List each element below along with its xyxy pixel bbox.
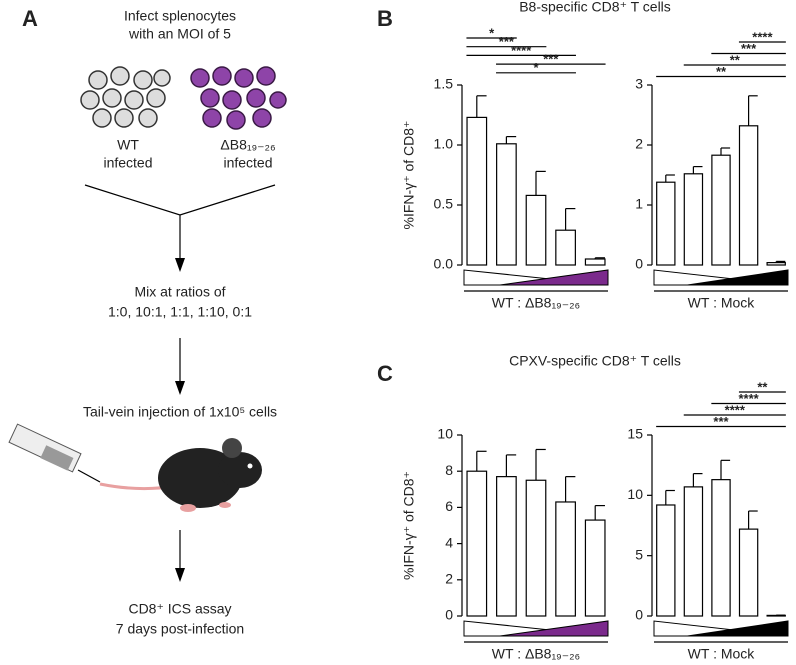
y-tick-label: 10 <box>437 426 453 442</box>
y-tick-label: 3 <box>635 76 643 92</box>
ratio-ramp <box>687 269 789 286</box>
bar <box>738 528 759 617</box>
significance-label: *** <box>499 34 515 49</box>
y-tick-label: 8 <box>445 462 453 478</box>
x-axis-label: WT : ΔB8₁₉₋₂₆ <box>492 295 580 311</box>
bar <box>584 258 606 266</box>
bar <box>766 614 786 617</box>
arrow-head <box>175 568 185 582</box>
significance-label: ** <box>730 52 741 67</box>
significance-label: **** <box>738 391 759 406</box>
significance-label: **** <box>725 402 746 417</box>
bar <box>766 262 786 266</box>
significance-label: * <box>489 25 495 40</box>
step-text: with an MOI of 5 <box>128 26 231 42</box>
x-axis-label: WT : ΔB8₁₉₋₂₆ <box>492 646 580 662</box>
significance-label: ** <box>716 64 727 79</box>
significance-label: **** <box>511 43 532 58</box>
bar <box>466 470 488 617</box>
bar <box>525 479 547 617</box>
y-axis-label: %IFN-γ⁺ of CD8⁺ <box>401 121 417 230</box>
y-tick-label: 5 <box>635 546 643 562</box>
y-axis-label: %IFN-γ⁺ of CD8⁺ <box>401 471 417 580</box>
step-text: Infect splenocytes <box>124 8 236 24</box>
y-tick-label: 1 <box>635 196 643 212</box>
bar <box>496 143 517 266</box>
y-tick-label: 0.5 <box>434 196 454 212</box>
step-text: 1:0, 10:1, 1:1, 1:10, 0:1 <box>108 304 252 320</box>
step-text: CD8⁺ ICS assay <box>128 601 231 617</box>
arrow-head <box>175 381 185 395</box>
bar <box>656 504 676 617</box>
y-tick-label: 0.0 <box>434 256 454 272</box>
ratio-ramp <box>499 620 609 637</box>
bar <box>496 476 517 617</box>
group-label: ΔB8₁₉₋₂₆ <box>220 137 275 153</box>
mouse <box>99 438 262 512</box>
y-tick-label: 0 <box>635 256 643 272</box>
bar <box>466 116 488 266</box>
bar <box>738 125 759 266</box>
significance-label: *** <box>543 52 559 67</box>
y-tick-label: 4 <box>445 534 453 550</box>
significance-label: * <box>533 60 539 75</box>
y-tick-label: 1.0 <box>434 136 454 152</box>
y-tick-label: 0 <box>635 607 643 623</box>
y-tick-label: 2 <box>635 136 643 152</box>
arrow-head <box>175 258 185 272</box>
y-tick-label: 6 <box>445 498 453 514</box>
chart-title: B8-specific CD8⁺ T cells <box>519 0 671 15</box>
mutant-cells <box>190 66 287 130</box>
ratio-ramp <box>499 269 609 286</box>
wt-cells <box>80 66 171 128</box>
bar <box>584 519 606 617</box>
bar <box>683 173 704 266</box>
panel-label: C <box>377 361 393 386</box>
syringe <box>8 423 101 483</box>
y-tick-label: 2 <box>445 571 453 587</box>
bar <box>683 486 704 617</box>
bar <box>555 501 576 617</box>
significance-label: ** <box>757 379 768 394</box>
bar <box>711 479 731 617</box>
significance-label: *** <box>713 414 729 429</box>
bar <box>555 229 576 266</box>
x-axis-label: WT : Mock <box>688 295 756 311</box>
y-tick-label: 10 <box>627 486 643 502</box>
merge-arrow <box>84 184 276 260</box>
y-tick-label: 15 <box>627 426 643 442</box>
group-label: infected <box>223 155 272 171</box>
step-text: Tail-vein injection of 1x10⁵ cells <box>83 404 277 420</box>
bar <box>711 154 731 266</box>
group-label: infected <box>103 155 152 171</box>
y-tick-label: 1.5 <box>434 76 454 92</box>
chart-title: CPXV-specific CD8⁺ T cells <box>509 353 681 369</box>
significance-label: **** <box>752 29 773 44</box>
x-axis-label: WT : Mock <box>688 646 756 662</box>
bar <box>656 181 676 266</box>
step-text: 7 days post-infection <box>116 621 244 637</box>
step-text: Mix at ratios of <box>134 284 225 300</box>
panel-label: A <box>22 6 38 31</box>
bar <box>525 194 547 266</box>
panel-label: B <box>377 6 393 31</box>
significance-label: *** <box>741 41 757 56</box>
group-label: WT <box>117 137 139 153</box>
y-tick-label: 0 <box>445 607 453 623</box>
ratio-ramp <box>687 620 789 637</box>
